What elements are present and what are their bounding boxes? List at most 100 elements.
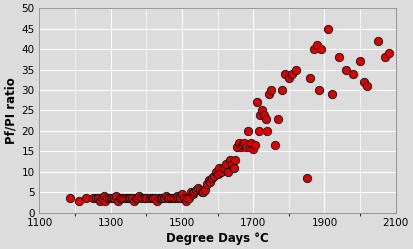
Point — [211, 174, 217, 178]
Point — [161, 196, 167, 200]
Point — [140, 196, 146, 200]
Point — [254, 100, 260, 104]
Point — [218, 170, 224, 174]
X-axis label: Degree Days °C: Degree Days °C — [166, 232, 269, 245]
Point — [325, 27, 331, 31]
Point — [246, 145, 253, 149]
Point — [262, 117, 269, 121]
Point — [204, 182, 210, 186]
Point — [164, 196, 171, 200]
Point — [198, 190, 205, 194]
Point — [182, 198, 189, 202]
Point — [127, 196, 133, 200]
Point — [364, 84, 370, 88]
Point — [357, 59, 363, 63]
Point — [221, 166, 228, 170]
Point — [250, 147, 256, 151]
Point — [93, 196, 100, 200]
Point — [191, 190, 198, 194]
Point — [307, 76, 313, 80]
Point — [239, 143, 246, 147]
Point — [243, 145, 249, 149]
Point — [241, 141, 248, 145]
Point — [350, 72, 356, 76]
Point — [114, 198, 121, 202]
Point — [207, 180, 214, 184]
Point — [225, 170, 232, 174]
Point — [104, 196, 110, 200]
Point — [163, 194, 169, 198]
Point — [223, 162, 230, 166]
Point — [148, 196, 155, 200]
Point — [184, 196, 190, 200]
Point — [177, 196, 183, 200]
Point — [193, 188, 199, 192]
Point — [129, 196, 135, 200]
Point — [311, 47, 317, 51]
Point — [123, 196, 130, 200]
Point — [125, 196, 132, 200]
Point — [230, 166, 237, 170]
Point — [214, 172, 221, 176]
Point — [141, 196, 148, 200]
Point — [186, 196, 192, 200]
Point — [248, 141, 255, 145]
Point — [179, 192, 185, 196]
Point — [168, 196, 175, 200]
Point — [266, 92, 273, 96]
Point — [375, 39, 381, 43]
Point — [220, 166, 226, 170]
Point — [314, 43, 320, 47]
Point — [234, 145, 240, 149]
Point — [200, 190, 206, 194]
Point — [264, 129, 271, 133]
Point — [278, 88, 285, 92]
Point — [132, 196, 139, 200]
Point — [157, 196, 164, 200]
Point — [261, 113, 267, 117]
Point — [75, 198, 82, 202]
Point — [113, 194, 119, 198]
Point — [209, 176, 216, 180]
Point — [282, 72, 289, 76]
Point — [122, 196, 128, 200]
Point — [136, 194, 142, 198]
Point — [252, 143, 258, 147]
Point — [166, 196, 173, 200]
Point — [106, 196, 112, 200]
Point — [134, 196, 141, 200]
Point — [259, 109, 266, 113]
Point — [83, 196, 89, 200]
Point — [180, 196, 187, 200]
Point — [66, 196, 73, 200]
Point — [328, 92, 335, 96]
Point — [271, 143, 278, 147]
Point — [382, 55, 388, 59]
Point — [188, 190, 194, 194]
Point — [111, 196, 118, 200]
Point — [102, 198, 109, 202]
Point — [195, 186, 201, 190]
Point — [107, 196, 114, 200]
Point — [289, 72, 296, 76]
Point — [131, 198, 137, 202]
Point — [173, 194, 180, 198]
Point — [255, 129, 262, 133]
Point — [237, 145, 244, 149]
Point — [342, 67, 349, 71]
Point — [244, 129, 251, 133]
Point — [360, 80, 367, 84]
Point — [147, 196, 153, 200]
Point — [175, 196, 182, 200]
Point — [293, 67, 299, 71]
Point — [159, 196, 166, 200]
Point — [138, 196, 144, 200]
Point — [170, 196, 176, 200]
Point — [268, 88, 274, 92]
Point — [236, 141, 242, 145]
Point — [100, 194, 107, 198]
Point — [154, 198, 160, 202]
Point — [275, 117, 281, 121]
Point — [171, 196, 178, 200]
Point — [318, 47, 324, 51]
